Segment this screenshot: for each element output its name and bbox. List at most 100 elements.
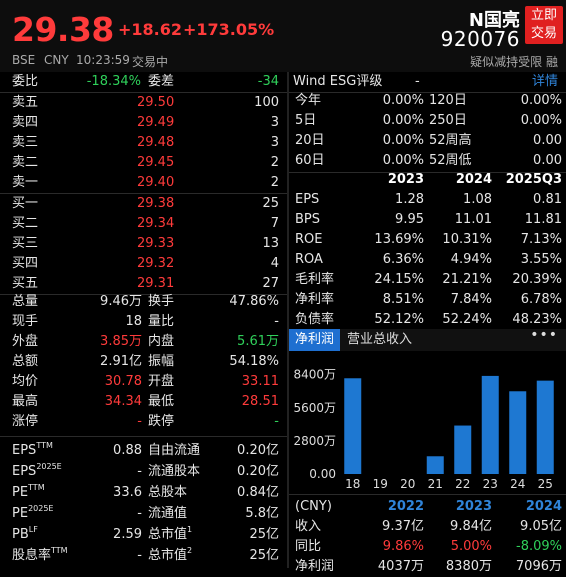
fundamental-name: 流通股本: [148, 464, 201, 479]
performance-row: 20日 0.00% 52周高 0.00: [289, 131, 566, 151]
weicha-label: 委差: [148, 74, 175, 89]
bid-volume: 25: [262, 196, 279, 211]
stat-value: 54.18%: [229, 354, 279, 369]
bid-row: 买一 29.38 25: [0, 194, 287, 214]
bid-price[interactable]: 29.33: [137, 236, 175, 251]
income-label: 净利润: [295, 559, 335, 574]
chart-bar[interactable]: [454, 425, 472, 474]
chart-bar[interactable]: [536, 380, 554, 474]
trade-now-button[interactable]: 立即 交易: [525, 6, 563, 44]
divider: [289, 92, 566, 93]
stat-value: 47.86%: [229, 294, 279, 309]
financials-value: 7.13%: [520, 232, 562, 247]
income-year: 2024: [525, 499, 562, 514]
income-row: 净利润 4037万 8380万 7096万: [289, 557, 566, 577]
fundamental-label: PE2025E: [12, 504, 53, 524]
income-value: 7096万: [515, 559, 562, 574]
x-tick-label: 20: [400, 477, 415, 491]
ask-price[interactable]: 29.40: [137, 175, 175, 190]
perf-label: 250日: [429, 113, 467, 128]
income-row: 同比 9.86% 5.00% -8.09%: [289, 537, 566, 557]
stat-row: 涨停 - 跌停 -: [0, 412, 287, 432]
order-book-panel: 委比 -18.34% 委差 -34 卖五 29.50 100 卖四 29.49 3 卖三 29.48 3…: [0, 72, 287, 568]
bid-price[interactable]: 29.38: [137, 196, 175, 211]
ask-row: 卖五 29.50 100: [0, 93, 287, 113]
stat-value: -: [274, 314, 279, 329]
stat-label: 外盘: [12, 334, 39, 349]
stat-row: 总量 9.46万 换手 47.86%: [0, 292, 287, 312]
fundamental-name: EPS: [12, 464, 37, 479]
stat-label: 跌停: [148, 414, 175, 429]
chart-bar[interactable]: [481, 375, 499, 474]
fundamental-value: 33.6: [113, 485, 142, 500]
ask-label: 卖三: [12, 135, 39, 150]
fundamental-value: 0.88: [113, 443, 142, 458]
chart-bar[interactable]: [509, 391, 527, 474]
chart-bar[interactable]: [426, 456, 444, 474]
more-options-icon[interactable]: •••: [530, 327, 558, 343]
income-year: 2023: [455, 499, 492, 514]
bid-label: 买三: [12, 236, 39, 251]
perf-value: 0.00%: [520, 113, 562, 128]
bid-volume: 7: [270, 216, 279, 231]
financials-year: 2025Q3: [505, 172, 562, 187]
bid-price[interactable]: 29.32: [137, 256, 175, 271]
fundamental-value: 2.59: [113, 527, 142, 542]
financials-row: BPS 9.95 11.01 11.81: [289, 210, 566, 230]
perf-label: 52周低: [429, 153, 472, 168]
financials-row: 负债率 52.12% 52.24% 48.23%: [289, 310, 566, 330]
perf-value: 0.00: [533, 153, 562, 168]
chart-tabs: 净利润 营业总收入 •••: [289, 327, 566, 351]
fundamental-label: 流通股本: [148, 462, 200, 482]
ask-volume: 3: [270, 115, 279, 130]
x-tick-label: 24: [510, 477, 525, 491]
ask-price[interactable]: 29.49: [137, 115, 175, 130]
chart-bar[interactable]: [344, 378, 362, 474]
ask-label: 卖四: [12, 115, 39, 130]
stat-value: 18: [125, 314, 142, 329]
performance-row: 60日 0.00% 52周低 0.00: [289, 151, 566, 171]
ask-label: 卖一: [12, 175, 39, 190]
fundamental-suffix: TTM: [51, 546, 68, 555]
x-tick-label: 22: [455, 477, 470, 491]
ask-price[interactable]: 29.45: [137, 155, 175, 170]
financials-value: 6.36%: [382, 252, 424, 267]
fundamental-value: 0.20亿: [237, 464, 279, 479]
ask-label: 卖五: [12, 95, 39, 110]
ask-price[interactable]: 29.50: [137, 95, 175, 110]
fundamental-suffix: 1: [187, 525, 193, 534]
ask-volume: 100: [254, 95, 279, 110]
stat-value: -: [137, 414, 142, 429]
x-tick-label: 25: [538, 477, 553, 491]
quote-header: 29.38 +18.62 +173.05% BSE CNY 10:23:59 交…: [0, 0, 566, 72]
y-tick-label: 8400万: [293, 368, 336, 382]
esg-detail-link[interactable]: 详情: [531, 74, 558, 89]
tab-net-profit[interactable]: 净利润: [289, 329, 341, 351]
esg-value: -: [415, 74, 420, 89]
bid-label: 买四: [12, 256, 39, 271]
fundamental-name: EPS: [12, 443, 37, 458]
perf-label: 60日: [295, 153, 325, 168]
x-tick-label: 19: [373, 477, 388, 491]
perf-label: 120日: [429, 93, 467, 108]
weibi-value: -18.34%: [86, 74, 141, 89]
bid-price[interactable]: 29.31: [137, 276, 175, 291]
bid-price[interactable]: 29.34: [137, 216, 175, 231]
fundamental-name: 股息率: [12, 548, 52, 563]
stat-label: 最高: [12, 394, 39, 409]
financials-row: EPS 1.28 1.08 0.81: [289, 190, 566, 210]
stat-value: 28.51: [241, 394, 279, 409]
weibi-row: 委比 -18.34% 委差 -34: [0, 72, 287, 92]
stat-value: 30.78: [104, 374, 142, 389]
stock-code: 920076: [440, 27, 520, 51]
tab-revenue[interactable]: 营业总收入: [347, 332, 413, 347]
stat-row: 最高 34.34 最低 28.51: [0, 392, 287, 412]
stat-value: 34.34: [104, 394, 142, 409]
net-profit-chart: 8400万 5600万 2800万 0.00 18 19 20 21 22 23 24 25: [293, 368, 554, 491]
trade-now-line2: 交易: [530, 26, 557, 41]
financials-value: 7.84%: [450, 292, 492, 307]
price-change: +18.62: [118, 20, 183, 39]
fundamental-name: 总市值: [148, 527, 188, 542]
ask-price[interactable]: 29.48: [137, 135, 175, 150]
financials-label: 净利率: [295, 292, 335, 307]
